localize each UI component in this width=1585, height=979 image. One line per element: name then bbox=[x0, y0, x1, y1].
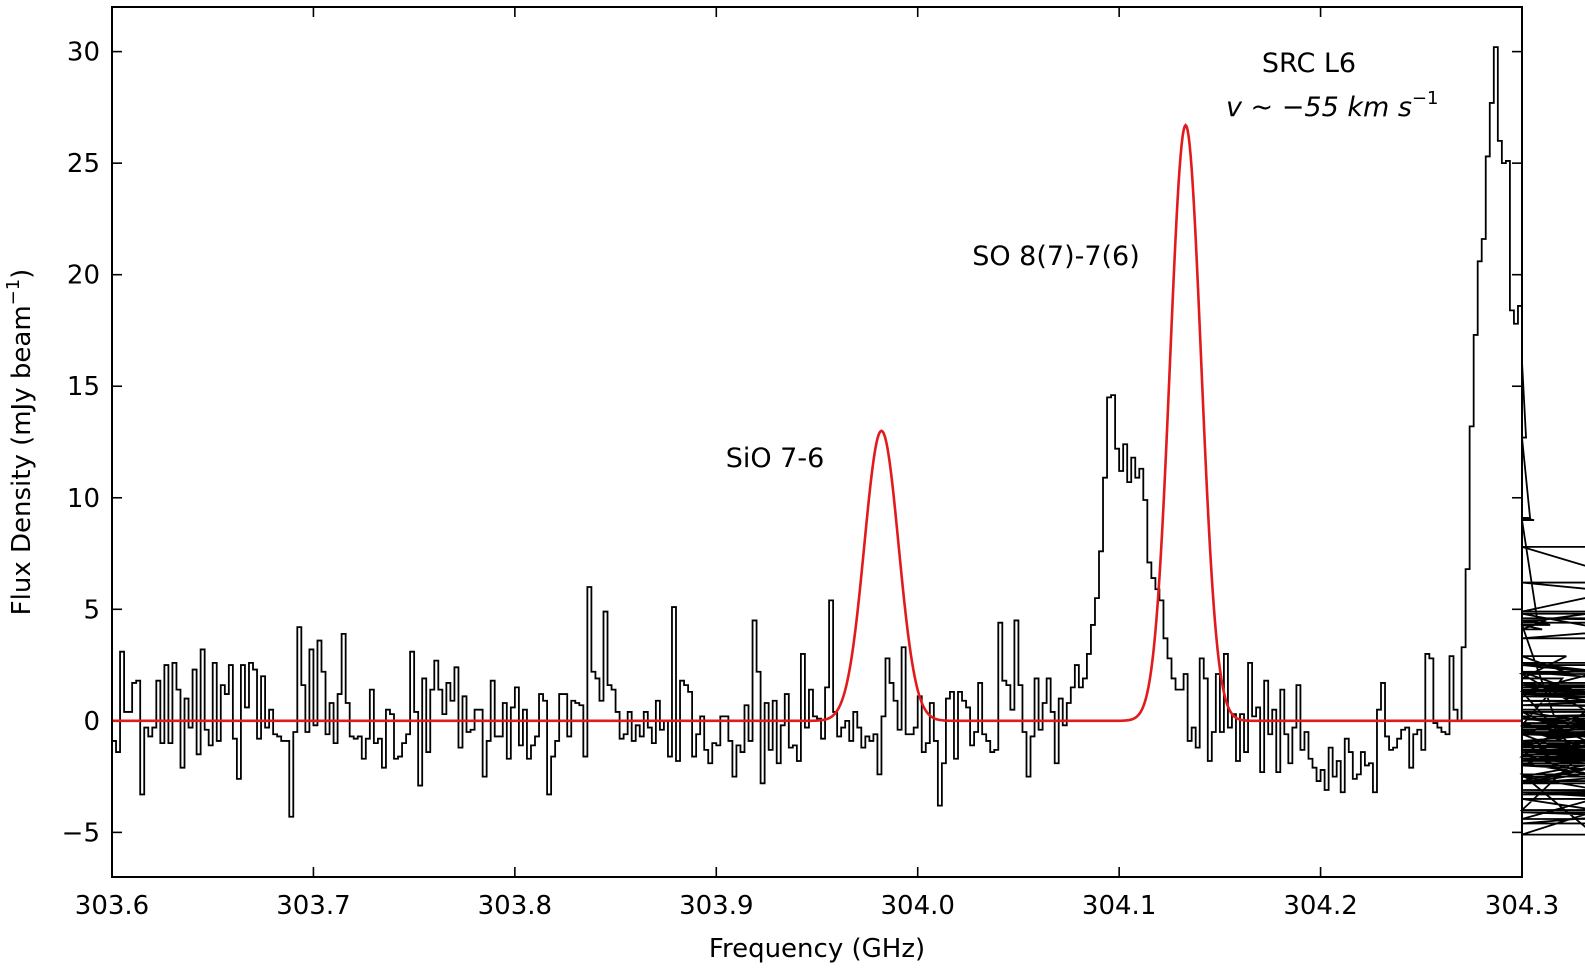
y-axis-label-close: ) bbox=[7, 269, 37, 279]
annotation-source: SRC L6 bbox=[1262, 48, 1356, 79]
y-axis-label: Flux Density (mJy beam−1) bbox=[3, 269, 37, 616]
x-tick-label: 303.9 bbox=[679, 891, 753, 921]
spectrum-step-line bbox=[112, 46, 1585, 836]
y-tick-label: 10 bbox=[67, 484, 100, 514]
annotation-velocity-sup: −1 bbox=[1412, 88, 1439, 109]
gaussian-fit-line bbox=[112, 123, 1522, 723]
annotation-velocity: v ~ −55 km s−1 bbox=[1226, 88, 1438, 123]
x-tick-label: 303.8 bbox=[478, 891, 552, 921]
x-tick-label: 303.7 bbox=[276, 891, 350, 921]
annotation-so: SO 8(7)-7(6) bbox=[972, 241, 1140, 272]
x-tick-label: 303.6 bbox=[75, 891, 149, 921]
plot-frame bbox=[111, 6, 1523, 878]
y-tick-label: 20 bbox=[67, 261, 100, 291]
plot-area bbox=[112, 46, 1585, 836]
x-tick-label: 304.1 bbox=[1082, 891, 1156, 921]
y-tick-label: 25 bbox=[67, 149, 100, 179]
annotation-sio: SiO 7-6 bbox=[726, 443, 825, 474]
x-tick-label: 304.2 bbox=[1283, 891, 1357, 921]
x-tick-labels: 303.6 303.7 303.8 303.9 304.0 304.1 304.2 304.3 bbox=[75, 891, 1559, 921]
y-axis-label-main: Flux Density (mJy beam bbox=[7, 305, 37, 615]
y-tick-label: 0 bbox=[83, 707, 100, 737]
annotation-velocity-main: v ~ −55 km s bbox=[1226, 92, 1412, 123]
y-tick-label: −5 bbox=[62, 818, 100, 848]
x-tick-label: 304.3 bbox=[1485, 891, 1559, 921]
x-tick-label: 304.0 bbox=[880, 891, 954, 921]
y-axis-label-sup: −1 bbox=[3, 279, 24, 306]
y-tick-label: 30 bbox=[67, 38, 100, 68]
tick-layer bbox=[111, 7, 1523, 877]
y-tick-label: 15 bbox=[67, 372, 100, 402]
y-tick-label: 5 bbox=[83, 595, 100, 625]
y-tick-labels: −5 0 5 10 15 20 25 30 bbox=[62, 38, 100, 849]
x-axis-label: Frequency (GHz) bbox=[709, 934, 925, 964]
